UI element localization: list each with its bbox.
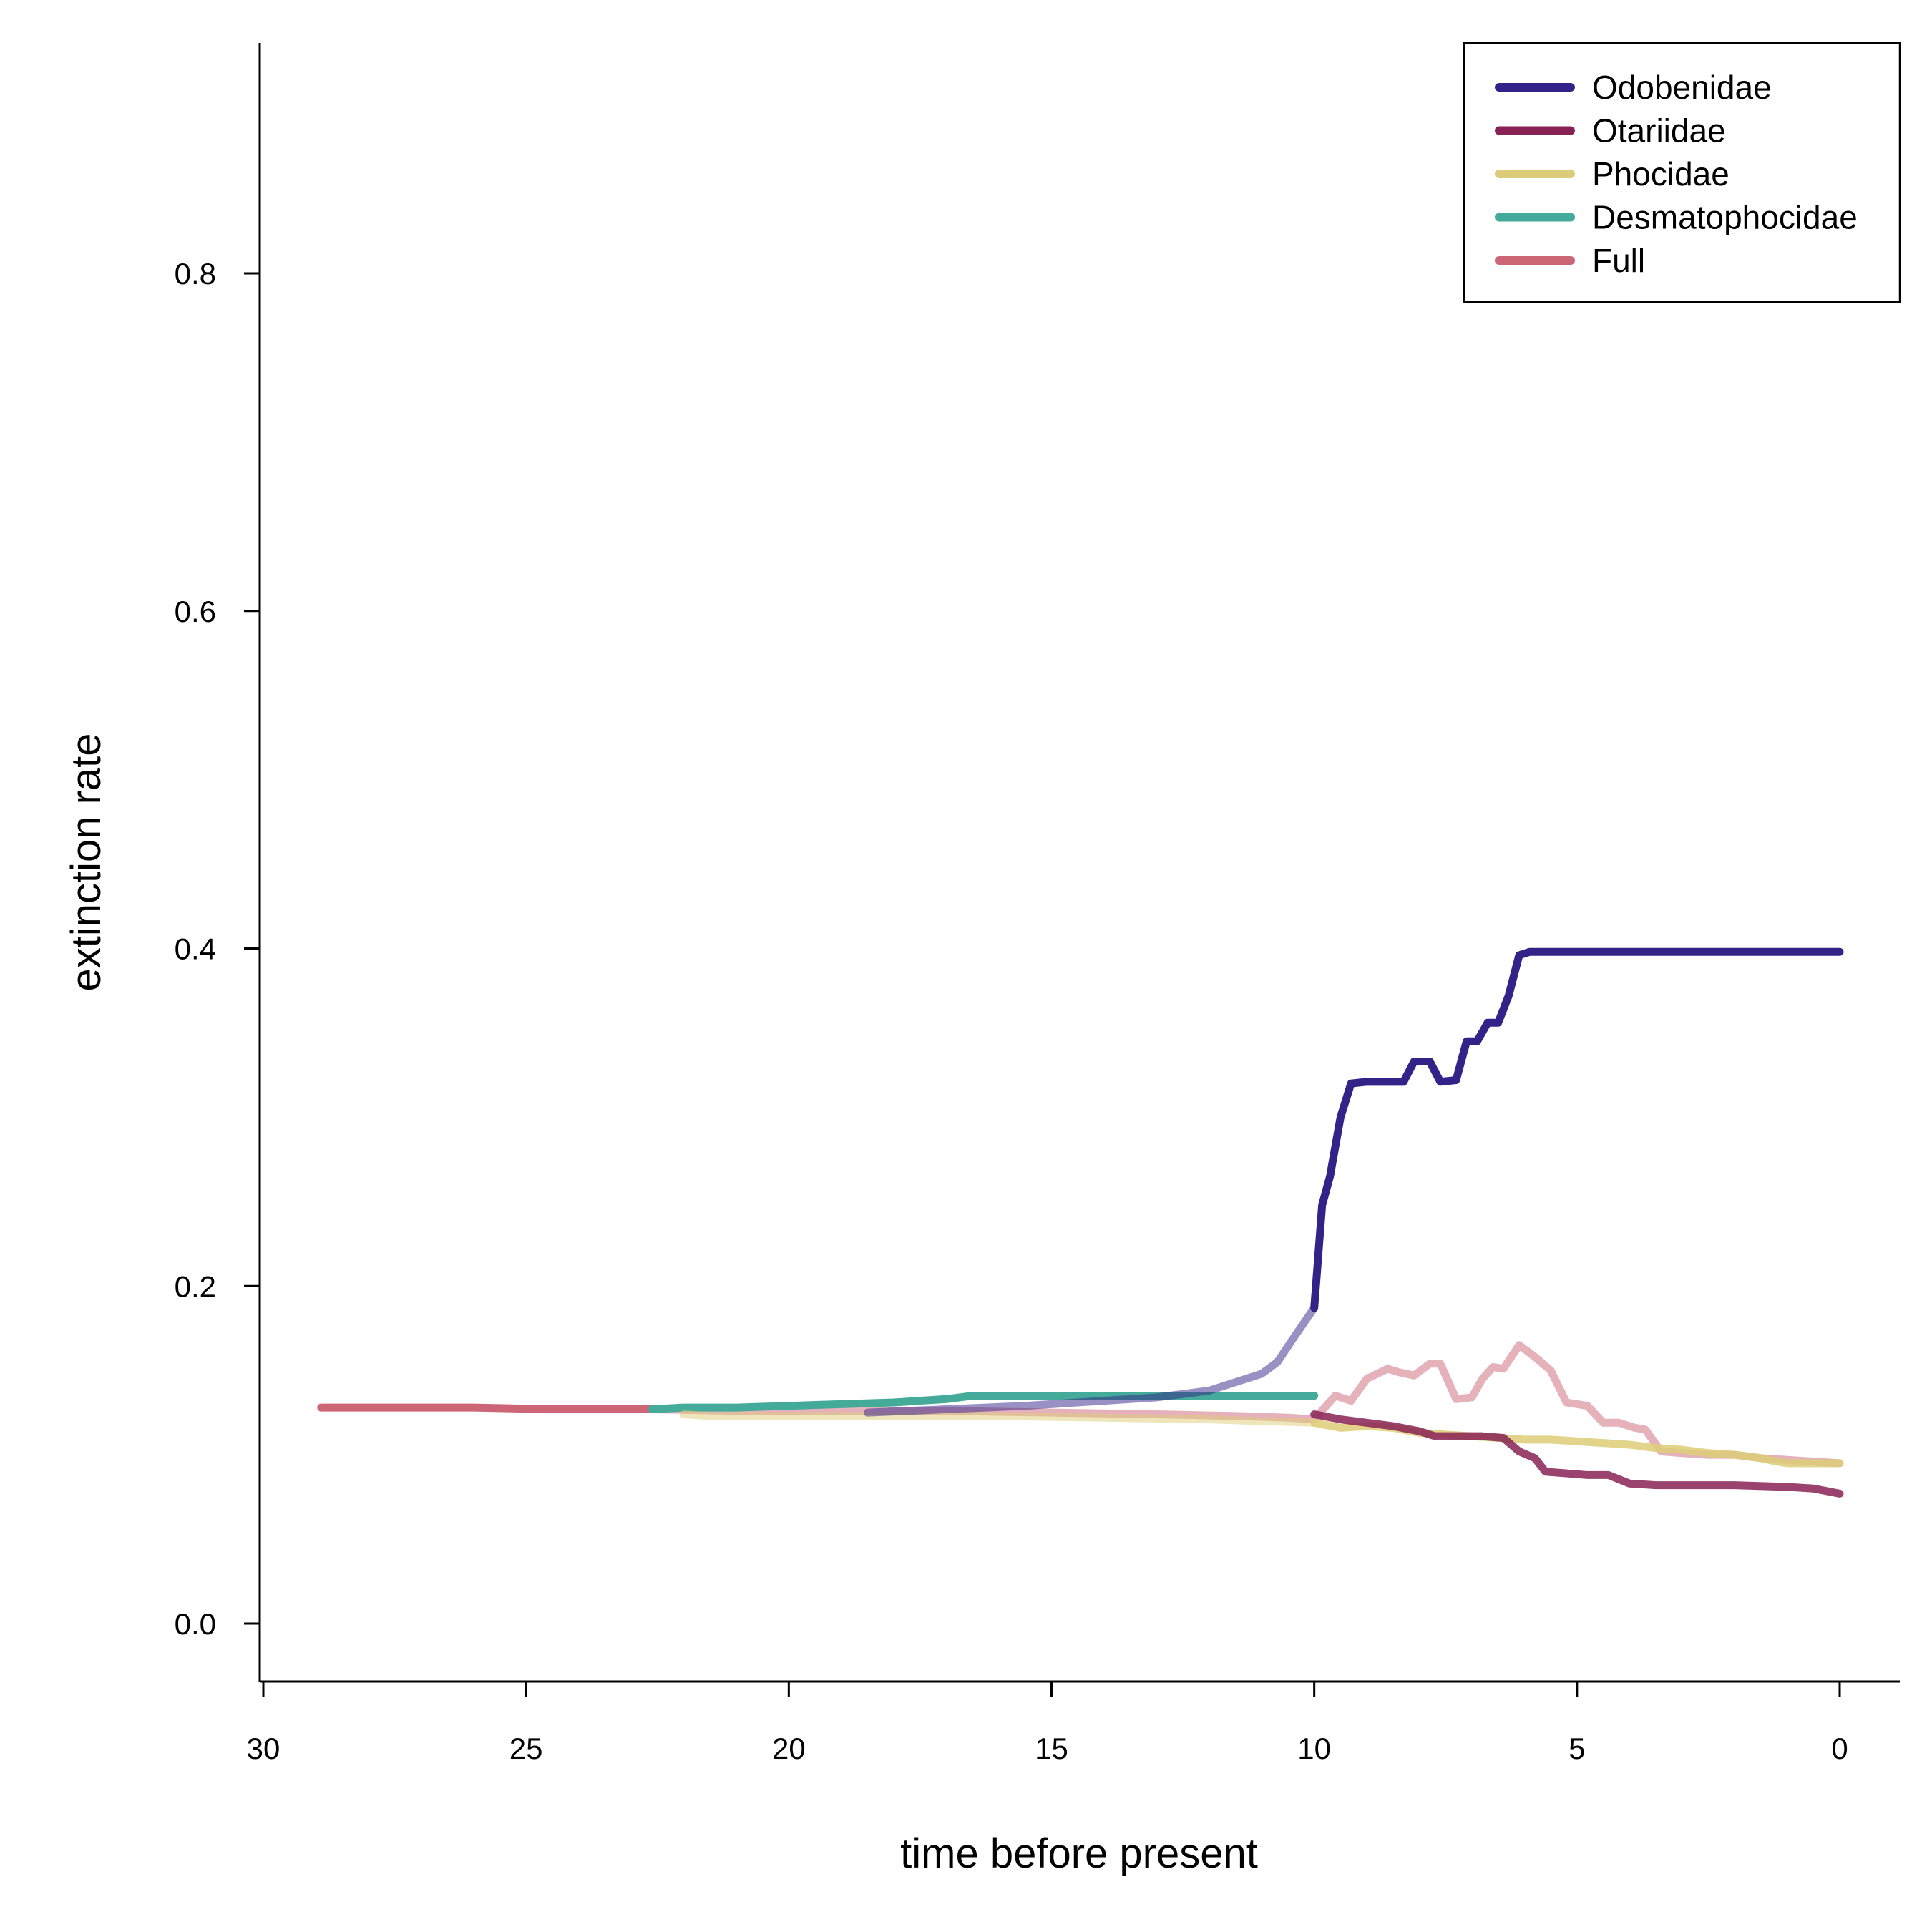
x-tick-label: 25 [509,1732,543,1765]
series-line-full [317,1403,656,1413]
series-line-phocidae-faded [679,1410,1319,1427]
y-tick-label: 0.0 [175,1607,216,1641]
y-tick-label: 0.6 [175,595,216,628]
y-tick-label: 0.4 [175,932,216,966]
plot-lines [317,947,1844,1498]
x-tick-label: 10 [1297,1732,1331,1765]
series-line-odobenidae-faded [863,1304,1319,1417]
y-ticks: 0.0 0.2 0.4 0.6 0.8 [175,257,260,1641]
x-tick-label: 30 [247,1732,280,1765]
x-tick-label: 20 [772,1732,806,1765]
x-axis-title: time before present [900,1830,1258,1877]
x-ticks: 30 25 20 15 10 5 0 [247,1682,1848,1765]
y-axis-title: extinction rate [63,733,109,991]
y-tick-label: 0.2 [175,1269,216,1303]
legend-label-odobenidae: Odobenidae [1592,69,1772,106]
x-tick-label: 15 [1035,1732,1068,1765]
legend: Odobenidae Otariidae Phocidae Desmatophocid… [1463,42,1901,303]
legend-label-desmatophocidae: Desmatophocidae [1592,199,1858,236]
y-tick-label: 0.8 [175,257,216,291]
legend-label-phocidae: Phocidae [1592,155,1729,192]
legend-label-otariidae: Otariidae [1592,112,1726,150]
x-tick-label: 0 [1831,1732,1848,1765]
series-line-odobenidae [1310,947,1844,1312]
series-line-otariidae [1310,1410,1844,1498]
x-tick-label: 5 [1568,1732,1585,1765]
legend-label-full: Full [1592,242,1645,279]
